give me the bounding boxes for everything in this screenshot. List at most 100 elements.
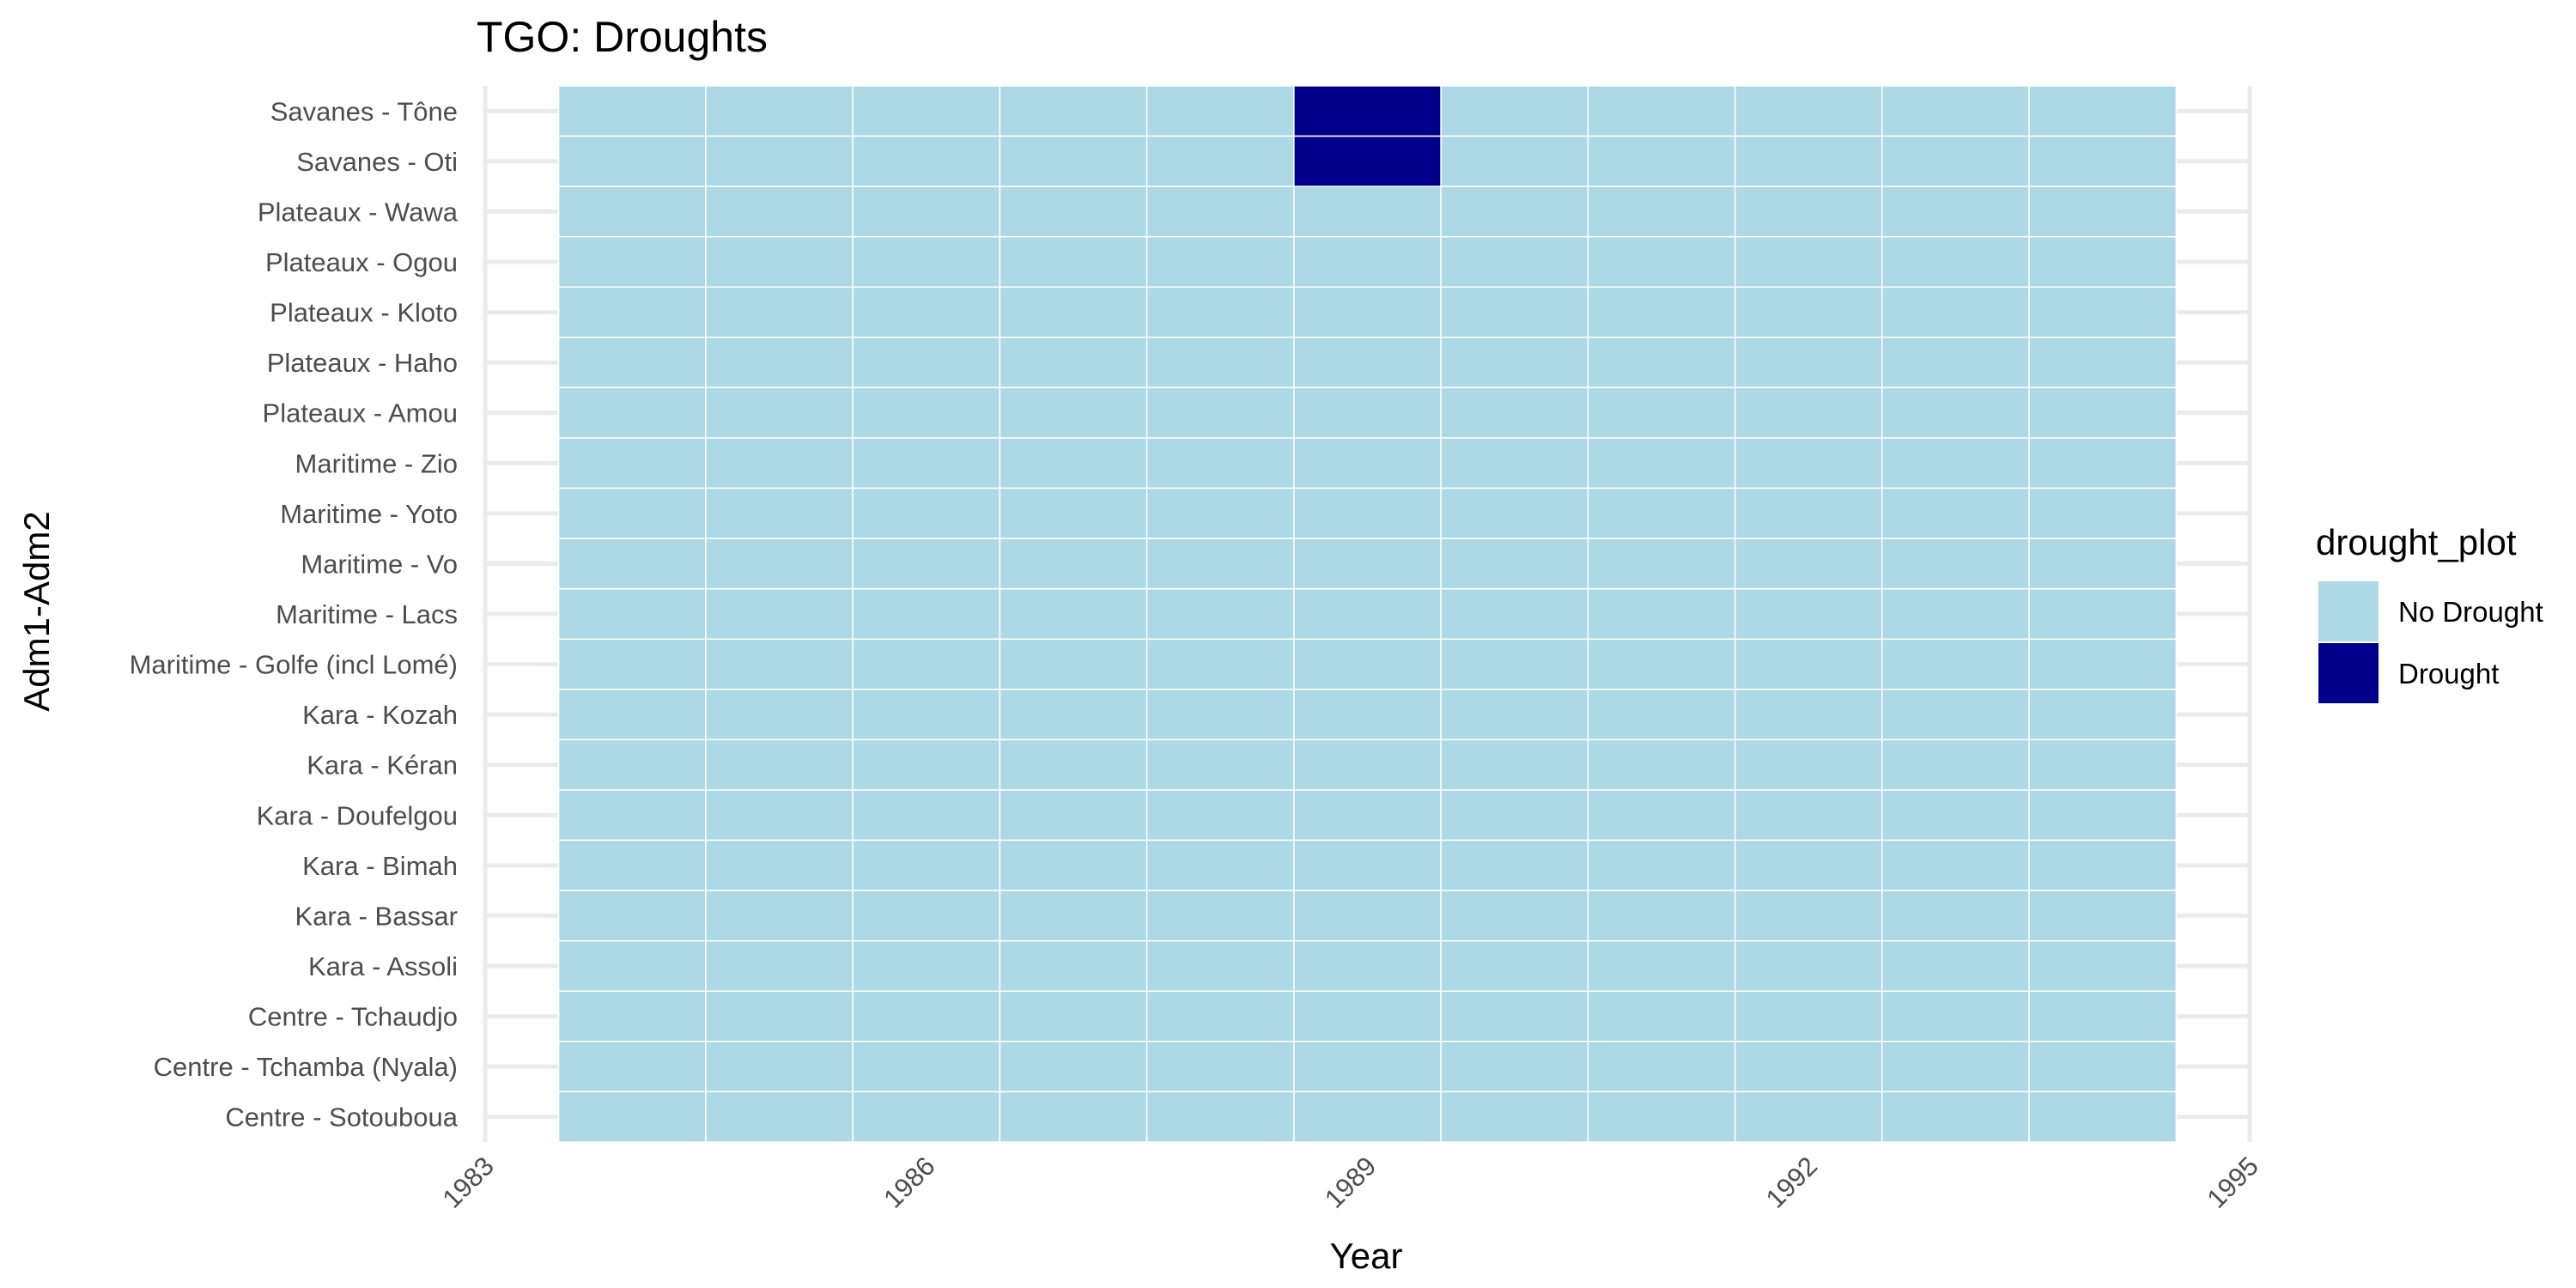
y-tick-label: Centre - Sotouboua	[225, 1103, 458, 1133]
heatmap-cell	[557, 135, 707, 187]
heatmap-cell	[1293, 587, 1442, 641]
heatmap-cell	[2028, 1091, 2178, 1143]
heatmap-cell	[852, 286, 1001, 338]
heatmap-cell	[852, 839, 1001, 891]
heatmap-cell	[1145, 990, 1295, 1042]
heatmap-cell	[1440, 1041, 1589, 1093]
heatmap-cell	[557, 890, 707, 942]
heatmap-cell	[852, 437, 1001, 489]
heatmap-cell	[2028, 286, 2178, 338]
heatmap-cell	[1587, 235, 1736, 289]
heatmap-cell	[852, 538, 1001, 590]
heatmap-cell	[1734, 789, 1883, 841]
y-axis-title: Adm1-Adm2	[16, 511, 57, 711]
heatmap-cell	[557, 286, 707, 338]
y-axis-tick-labels: Savanes - Tône Savanes - Oti Plateaux - Wa…	[130, 96, 459, 1132]
heatmap-cell	[1587, 587, 1736, 641]
heatmap-cell	[1587, 839, 1736, 891]
heatmap-cell	[1734, 990, 1883, 1042]
heatmap-cell	[1293, 839, 1442, 891]
heatmap-cell	[705, 990, 854, 1042]
heatmap-cell	[557, 185, 707, 238]
heatmap-cell	[557, 738, 707, 791]
heatmap-cell	[2028, 789, 2178, 841]
heatmap-cell	[999, 1041, 1148, 1093]
heatmap-cell	[1587, 386, 1736, 439]
heatmap-cell	[2028, 185, 2178, 238]
heatmap-cell	[1587, 85, 1736, 137]
heatmap-cell	[705, 135, 854, 187]
heatmap-cell	[1293, 337, 1442, 389]
heatmap-cell	[999, 839, 1148, 891]
heatmap-cell	[999, 939, 1148, 993]
heatmap-cell	[1881, 1091, 2030, 1143]
heatmap-cell	[852, 1041, 1001, 1093]
y-tick-label: Plateaux - Wawa	[258, 197, 459, 227]
heatmap-cell-drought	[1293, 135, 1442, 187]
y-tick-label: Plateaux - Ogou	[265, 247, 458, 277]
heatmap-cell	[2028, 638, 2178, 690]
y-tick-label: Kara - Kéran	[307, 750, 458, 781]
heatmap-cell	[852, 738, 1001, 791]
heatmap-cell	[705, 437, 854, 489]
heatmap-cell	[557, 85, 707, 137]
heatmap-cell	[1145, 587, 1295, 641]
heatmap-cell	[1145, 638, 1295, 690]
heatmap-cell	[1293, 437, 1442, 489]
heatmap-cell	[1734, 638, 1883, 690]
y-tick-label: Kara - Bassar	[295, 901, 458, 931]
heatmap-cell	[1587, 689, 1736, 741]
legend-title: drought_plot	[2316, 522, 2517, 562]
heatmap-cell	[705, 1041, 854, 1093]
heatmap-cell	[705, 386, 854, 439]
heatmap-cell	[852, 235, 1001, 289]
heatmap-cell	[1145, 437, 1295, 489]
heatmap-cell	[1587, 990, 1736, 1042]
y-tick-label: Plateaux - Amou	[263, 398, 458, 428]
heatmap-cell	[1440, 85, 1589, 137]
heatmap-cell	[1881, 487, 2030, 539]
heatmap-cell	[557, 386, 707, 439]
heatmap-cell	[1734, 939, 1883, 993]
heatmap-cell	[705, 839, 854, 891]
heatmap-cell	[1145, 689, 1295, 741]
heatmap-cell-drought	[1293, 85, 1442, 137]
heatmap-cell	[1440, 789, 1589, 841]
heatmap-cell	[1734, 487, 1883, 539]
heatmap-cell	[1440, 890, 1589, 942]
x-tick-label: 1989	[1319, 1151, 1382, 1214]
heatmap-cell	[557, 990, 707, 1042]
heatmap-cell	[1293, 789, 1442, 841]
heatmap-cell	[1881, 235, 2030, 289]
heatmap-cell	[1587, 437, 1736, 489]
heatmap-cell	[1734, 85, 1883, 137]
heatmap-cell	[557, 487, 707, 539]
heatmap-cell	[705, 789, 854, 841]
heatmap-cell	[1293, 487, 1442, 539]
heatmap-cell	[1145, 235, 1295, 289]
heatmap-cell	[1734, 235, 1883, 289]
chart-title: TGO: Droughts	[477, 13, 768, 61]
heatmap-cell	[999, 789, 1148, 841]
heatmap-cell	[1145, 538, 1295, 590]
heatmap-cell	[1587, 1041, 1736, 1093]
heatmap-cell	[1734, 587, 1883, 641]
heatmap-cell	[1587, 337, 1736, 389]
heatmap-cell	[1293, 1041, 1442, 1093]
heatmap-cell	[1440, 235, 1589, 289]
heatmap-cell	[1587, 487, 1736, 539]
heatmap-cell	[2028, 135, 2178, 187]
x-tick-label: 1992	[1760, 1151, 1824, 1214]
heatmap-cell	[1734, 286, 1883, 338]
heatmap-cell	[2028, 990, 2178, 1042]
heatmap-cell	[1587, 538, 1736, 590]
heatmap-cell	[1440, 185, 1589, 238]
heatmap-cell	[557, 939, 707, 993]
heatmap-cell	[852, 337, 1001, 389]
legend-swatch-drought	[2318, 643, 2379, 703]
heatmap-cell	[1881, 538, 2030, 590]
heatmap-cell	[852, 135, 1001, 187]
heatmap-cell	[999, 286, 1148, 338]
heatmap-cell	[557, 1091, 707, 1143]
y-tick-label: Kara - Bimah	[302, 851, 458, 881]
